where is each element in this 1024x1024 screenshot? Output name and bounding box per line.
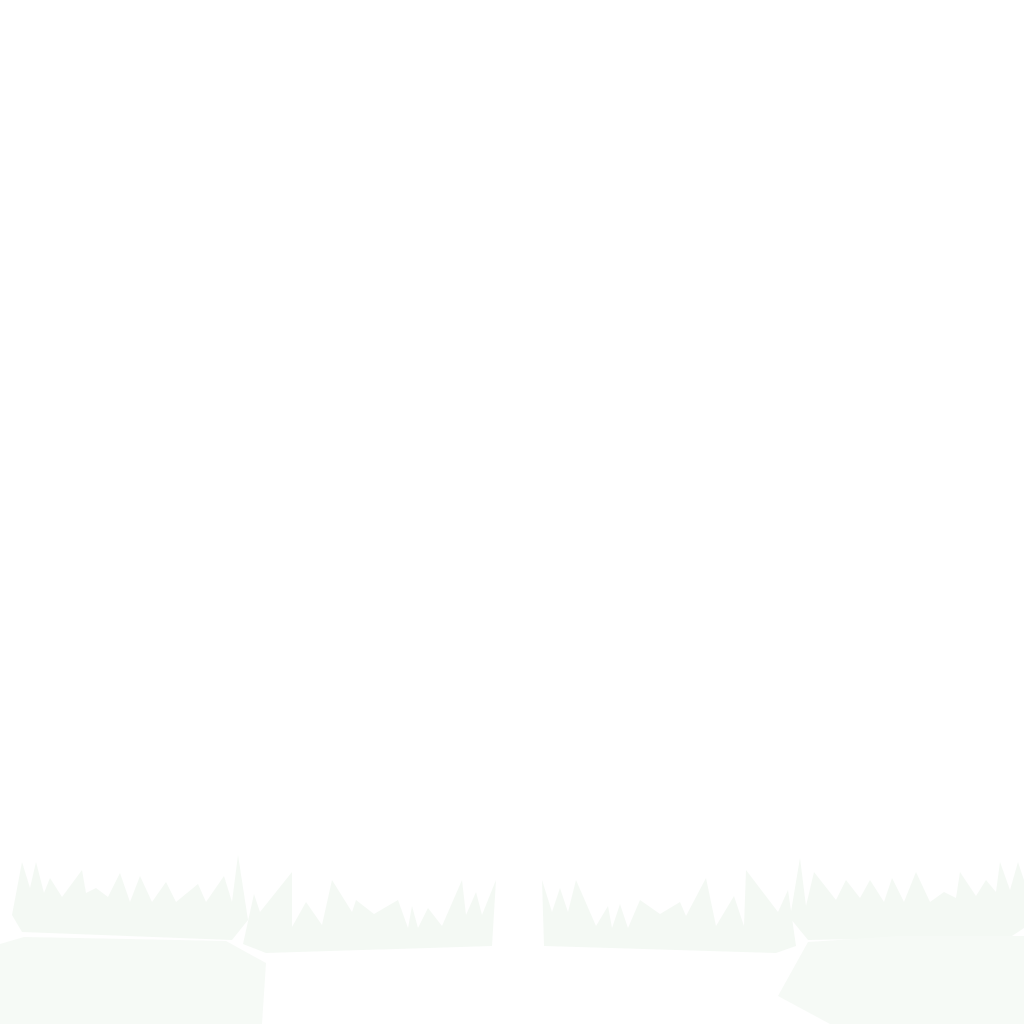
ground-rock-right: [778, 936, 1024, 1024]
grass-tuft-center-left: [243, 872, 496, 953]
grass-tuft-left: [12, 855, 248, 940]
ground-rock-left: [0, 937, 266, 1024]
grass-tuft-right: [790, 858, 1024, 940]
grass-tuft-center-right: [542, 870, 796, 953]
